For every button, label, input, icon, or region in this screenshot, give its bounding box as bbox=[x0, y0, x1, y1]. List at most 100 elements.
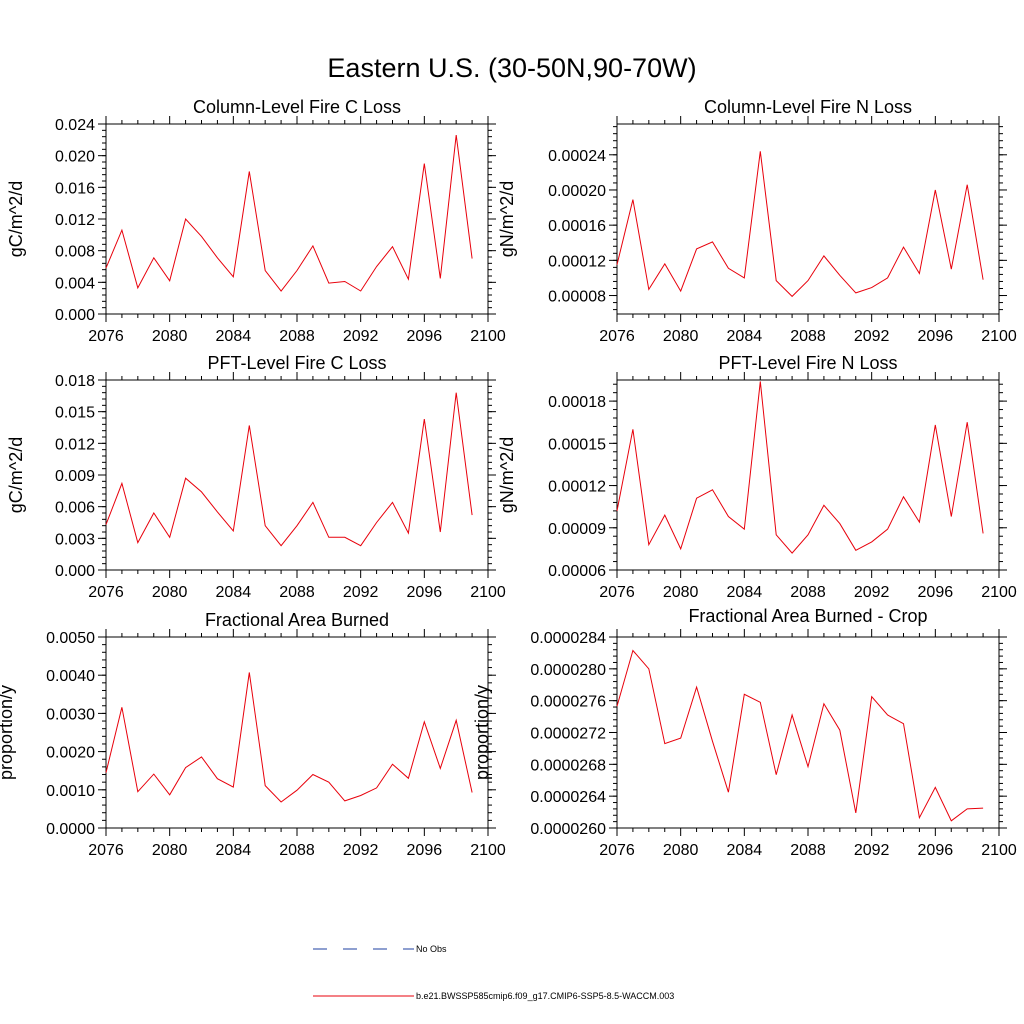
chart-panel-4: PFT-Level Fire N Loss gN/m^2/d 2076 2080 208… bbox=[497, 353, 1017, 601]
y-tick-label: 0.00015 bbox=[548, 436, 606, 453]
x-tick-label: 2076 bbox=[599, 328, 635, 345]
x-tick-label: 2096 bbox=[918, 584, 954, 601]
series-line bbox=[616, 649, 984, 822]
y-tick-label: 0.0020 bbox=[46, 745, 95, 762]
y-tick-label: 0.008 bbox=[55, 244, 95, 261]
x-tick-label: 2092 bbox=[854, 328, 890, 345]
y-tick-label: 0.0000264 bbox=[530, 789, 606, 806]
chart-panel-2: Column-Level Fire N Loss gN/m^2/d 2076 2080… bbox=[497, 97, 1017, 345]
y-tick-label: 0.012 bbox=[55, 212, 95, 229]
y-axis-label: proportion/y bbox=[472, 685, 492, 780]
y-tick-label: 0.00012 bbox=[548, 479, 606, 496]
x-tick-label: 2076 bbox=[599, 584, 635, 601]
series-line bbox=[105, 135, 473, 292]
y-tick-label: 0.0050 bbox=[46, 630, 95, 647]
x-tick-label: 2076 bbox=[88, 842, 124, 859]
y-tick-label: 0.004 bbox=[55, 275, 95, 292]
x-tick-label: 2100 bbox=[470, 328, 506, 345]
y-tick-label: 0.00024 bbox=[548, 148, 606, 165]
y-tick-label: 0.0000260 bbox=[530, 821, 606, 838]
y-tick-label: 0.0030 bbox=[46, 706, 95, 723]
y-tick-label: 0.0000276 bbox=[530, 694, 606, 711]
legend-model-label: b.e21.BWSSP585cmip6.f09_g17.CMIP6-SSP5-8… bbox=[416, 991, 674, 1001]
x-tick-label: 2092 bbox=[343, 584, 379, 601]
panels: Column-Level Fire C Loss gC/m^2/d 2076 2080… bbox=[0, 97, 1017, 859]
y-tick-label: 0.024 bbox=[55, 117, 95, 134]
x-tick-label: 2084 bbox=[216, 584, 252, 601]
y-tick-label: 0.00006 bbox=[548, 563, 606, 580]
y-tick-label: 0.000 bbox=[55, 307, 95, 324]
x-tick-label: 2076 bbox=[88, 328, 124, 345]
x-tick-label: 2080 bbox=[152, 328, 188, 345]
x-tick-label: 2076 bbox=[88, 584, 124, 601]
x-tick-label: 2100 bbox=[470, 584, 506, 601]
x-tick-label: 2080 bbox=[152, 842, 188, 859]
x-tick-label: 2096 bbox=[918, 842, 954, 859]
x-tick-label: 2100 bbox=[981, 584, 1017, 601]
x-tick-label: 2100 bbox=[981, 842, 1017, 859]
x-tick-label: 2088 bbox=[790, 584, 826, 601]
y-tick-label: 0.0000268 bbox=[530, 757, 606, 774]
y-axis-label: gC/m^2/d bbox=[6, 181, 26, 257]
panel-title: Fractional Area Burned - Crop bbox=[688, 606, 927, 626]
panel-title: Column-Level Fire N Loss bbox=[704, 97, 912, 117]
chart-panel-3: PFT-Level Fire C Loss gC/m^2/d 2076 2080 208… bbox=[6, 353, 506, 601]
y-tick-label: 0.0040 bbox=[46, 668, 95, 685]
x-tick-label: 2100 bbox=[981, 328, 1017, 345]
y-tick-label: 0.00009 bbox=[548, 521, 606, 538]
y-tick-label: 0.003 bbox=[55, 531, 95, 548]
y-tick-label: 0.009 bbox=[55, 468, 95, 485]
y-tick-label: 0.016 bbox=[55, 180, 95, 197]
y-tick-label: 0.015 bbox=[55, 405, 95, 422]
x-tick-label: 2092 bbox=[343, 842, 379, 859]
x-tick-label: 2096 bbox=[407, 842, 443, 859]
x-tick-label: 2092 bbox=[854, 584, 890, 601]
legend: No Obs b.e21.BWSSP585cmip6.f09_g17.CMIP6… bbox=[313, 944, 674, 1001]
legend-obs-label: No Obs bbox=[416, 944, 447, 954]
y-tick-label: 0.0010 bbox=[46, 783, 95, 800]
y-tick-label: 0.00020 bbox=[548, 183, 606, 200]
y-tick-label: 0.020 bbox=[55, 149, 95, 166]
x-tick-label: 2100 bbox=[470, 842, 506, 859]
y-tick-label: 0.00018 bbox=[548, 394, 606, 411]
y-tick-label: 0.006 bbox=[55, 500, 95, 517]
y-tick-label: 0.0000272 bbox=[530, 726, 606, 743]
page-title: Eastern U.S. (30-50N,90-70W) bbox=[327, 53, 696, 83]
x-tick-label: 2084 bbox=[727, 328, 763, 345]
x-tick-label: 2080 bbox=[663, 328, 699, 345]
x-tick-label: 2084 bbox=[216, 842, 252, 859]
x-tick-label: 2084 bbox=[727, 584, 763, 601]
y-axis-label: gC/m^2/d bbox=[6, 437, 26, 513]
x-tick-label: 2088 bbox=[279, 328, 315, 345]
x-tick-label: 2096 bbox=[918, 328, 954, 345]
x-tick-label: 2088 bbox=[790, 842, 826, 859]
series-line bbox=[105, 672, 473, 803]
x-tick-label: 2088 bbox=[279, 584, 315, 601]
panel-title: PFT-Level Fire C Loss bbox=[207, 353, 386, 373]
y-tick-label: 0.0000 bbox=[46, 821, 95, 838]
x-tick-label: 2084 bbox=[727, 842, 763, 859]
y-axis-label: gN/m^2/d bbox=[497, 181, 517, 257]
series-line bbox=[105, 392, 473, 547]
x-tick-label: 2076 bbox=[599, 842, 635, 859]
x-tick-label: 2084 bbox=[216, 328, 252, 345]
y-tick-label: 0.000 bbox=[55, 563, 95, 580]
chart-panel-6: Fractional Area Burned - Crop proportion/… bbox=[472, 606, 1017, 859]
x-tick-label: 2080 bbox=[152, 584, 188, 601]
y-tick-label: 0.018 bbox=[55, 373, 95, 390]
x-tick-label: 2088 bbox=[279, 842, 315, 859]
x-tick-label: 2092 bbox=[343, 328, 379, 345]
panel-title: Fractional Area Burned bbox=[205, 610, 389, 630]
y-tick-label: 0.0000284 bbox=[530, 630, 606, 647]
x-tick-label: 2088 bbox=[790, 328, 826, 345]
chart-panel-1: Column-Level Fire C Loss gC/m^2/d 2076 2080… bbox=[6, 97, 506, 345]
panel-title: PFT-Level Fire N Loss bbox=[718, 353, 897, 373]
y-axis-label: proportion/y bbox=[0, 685, 16, 780]
x-tick-label: 2080 bbox=[663, 584, 699, 601]
y-tick-label: 0.012 bbox=[55, 436, 95, 453]
y-tick-label: 0.00012 bbox=[548, 253, 606, 270]
panel-title: Column-Level Fire C Loss bbox=[193, 97, 401, 117]
x-tick-label: 2092 bbox=[854, 842, 890, 859]
